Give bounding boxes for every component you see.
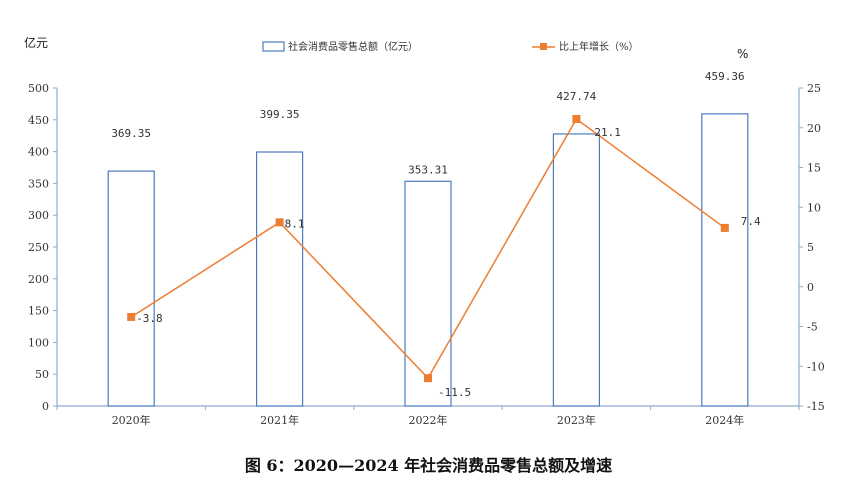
left-tick-label: 150 [28, 305, 49, 318]
legend-swatch-bar [262, 41, 285, 52]
left-axis-unit: 亿元 [24, 35, 48, 50]
left-tick-label: 450 [28, 114, 49, 127]
x-tick-label: 2024年 [705, 413, 744, 427]
growth-value-label: 8.1 [285, 217, 305, 230]
x-tick-label: 2023年 [557, 413, 596, 427]
right-tick-label: 0 [807, 281, 814, 294]
left-tick-label: 100 [28, 336, 49, 349]
bar-value-label: 399.35 [260, 108, 300, 121]
left-tick-label: 500 [28, 82, 49, 95]
bar [107, 170, 155, 407]
legend-label-total: 社会消费品零售总额（亿元） [288, 40, 418, 53]
left-tick-label: 200 [28, 273, 49, 286]
x-axis: 2020年 2021年 2022年 2023年 2024年 [56, 405, 800, 427]
left-tick-label: 50 [35, 368, 49, 381]
x-tick-label: 2022年 [409, 413, 448, 427]
growth-marker [720, 223, 729, 232]
left-tick-label: 0 [42, 400, 49, 413]
right-axis-unit: % [737, 47, 748, 61]
right-tick-label: -5 [807, 321, 818, 334]
bar-value-label: 459.36 [705, 70, 745, 83]
right-tick-label: -15 [807, 400, 825, 413]
legend: 社会消费品零售总额（亿元） 比上年增长（%） [262, 40, 639, 53]
bar [404, 180, 452, 407]
left-tick-label: 300 [28, 209, 49, 222]
left-axis-ticks: 0 50 100 150 200 250 300 350 400 450 500 [28, 82, 57, 413]
right-tick-label: -10 [807, 360, 825, 373]
legend-item-growth: 比上年增长（%） [532, 40, 639, 53]
right-tick-label: 20 [807, 122, 821, 135]
bar-series [107, 113, 749, 407]
data-labels: 369.35 399.35 353.31 427.74 459.36 -3.8 8.1 -11… [111, 70, 761, 399]
x-tick-label: 2020年 [112, 413, 151, 427]
right-tick-label: 15 [807, 162, 821, 175]
right-tick-label: 10 [807, 201, 821, 214]
growth-line-series [127, 115, 729, 383]
growth-marker [424, 374, 432, 383]
growth-value-label: -11.5 [438, 386, 471, 399]
legend-swatch-marker [540, 43, 547, 50]
left-tick-label: 350 [28, 177, 49, 190]
bar [552, 133, 601, 407]
bar [701, 113, 749, 407]
right-axis-ticks: -15 -10 -5 0 5 10 15 20 25 [799, 82, 825, 413]
growth-value-label: 21.1 [594, 126, 621, 139]
left-tick-label: 400 [28, 146, 49, 159]
growth-value-label: -3.8 [136, 312, 163, 325]
x-axis-ticks: 2020年 2021年 2022年 2023年 2024年 [56, 406, 800, 427]
growth-marker [275, 218, 284, 227]
legend-item-total: 社会消费品零售总额（亿元） [262, 40, 418, 53]
bar-value-label: 427.74 [557, 90, 597, 103]
legend-label-growth: 比上年增长（%） [559, 40, 639, 53]
bar [256, 151, 304, 407]
left-axis: 亿元 0 50 100 150 200 250 300 350 400 450 500 [24, 35, 58, 413]
growth-value-label: 7.4 [741, 215, 761, 228]
right-tick-label: 5 [807, 241, 814, 254]
figure-caption: 图 6：2020—2024 年社会消费品零售总额及增速 [244, 456, 613, 475]
right-tick-label: 25 [807, 82, 821, 95]
growth-marker [572, 115, 581, 124]
bar-value-label: 369.35 [111, 127, 151, 140]
growth-marker [127, 312, 136, 321]
left-tick-label: 250 [28, 241, 49, 254]
bar-value-label: 353.31 [408, 163, 448, 176]
x-tick-label: 2021年 [260, 413, 299, 427]
right-axis: % -15 -10 -5 0 5 10 15 20 25 [737, 47, 825, 413]
